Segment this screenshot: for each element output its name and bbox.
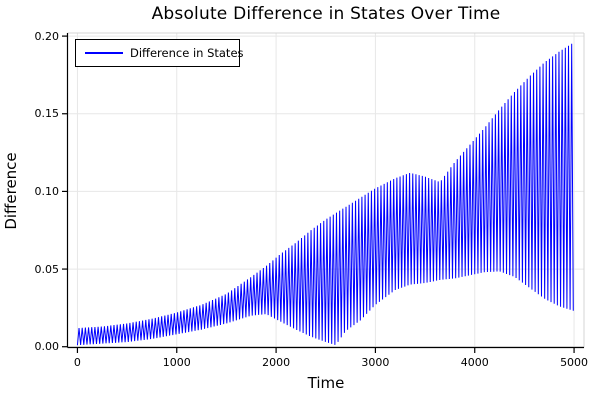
x-tick-label: 2000	[262, 356, 291, 369]
legend-line-sample	[85, 52, 123, 54]
legend-label: Difference in States	[130, 46, 244, 60]
y-tick-label: 0.05	[34, 262, 60, 276]
legend-box: Difference in States	[75, 39, 244, 67]
x-tick-label: 3000	[361, 356, 390, 369]
x-axis-label: Time	[307, 374, 345, 392]
y-tick-label: 0.10	[34, 184, 60, 198]
x-tick-label: 1000	[162, 356, 191, 369]
x-tick-label: 4000	[460, 356, 489, 369]
y-tick-label: 0.00	[34, 340, 60, 354]
x-tick-label: 5000	[560, 356, 589, 369]
y-tick-label: 0.15	[34, 107, 60, 121]
chart-title: Absolute Difference in States Over Time	[151, 4, 501, 24]
difference-series-line	[76, 43, 574, 346]
x-tick-label: 0	[73, 356, 81, 369]
y-tick-label: 0.20	[34, 29, 60, 43]
y-axis-label: Difference	[2, 152, 20, 230]
